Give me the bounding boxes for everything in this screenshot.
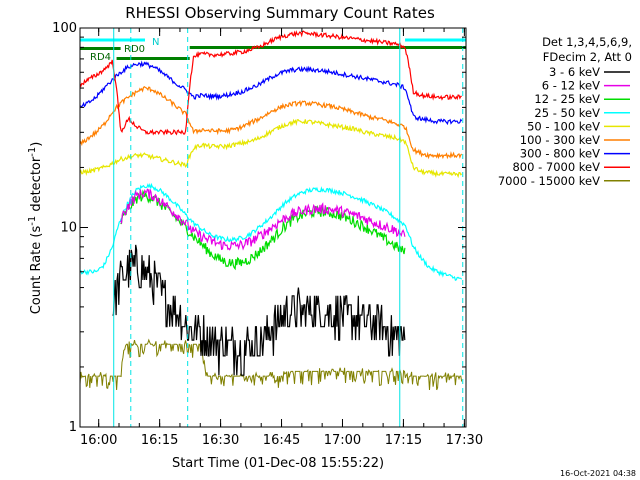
y-axis-label-mid: detector — [29, 156, 44, 216]
series-line-300-800-kev — [79, 60, 463, 126]
legend-label-25-50-kev: 25 - 50 keV — [534, 106, 600, 120]
x-tick-label-17-15: 17:15 — [385, 433, 422, 448]
state-label-rd0: RD0 — [124, 44, 145, 55]
y-axis-label: Count Rate (s-1 detector-1) — [27, 142, 44, 315]
plot-frame — [79, 27, 467, 428]
legend-label-100-300-kev: 100 - 300 keV — [520, 133, 600, 147]
series-line-800-7000-kev — [79, 30, 462, 136]
y-axis-label-end: ) — [29, 142, 44, 147]
x-tick-label-16-30: 16:30 — [202, 433, 239, 448]
y-axis-label-main: Count Rate (s — [29, 226, 44, 315]
attenuator-bars: N RD0 RD4 — [80, 37, 466, 63]
x-tick-label-17-30: 17:30 — [446, 433, 483, 448]
footer-timestamp: 16-Oct-2021 04:38 — [560, 469, 636, 478]
y-tick-label-10: 10 — [60, 221, 77, 236]
x-tick-label-16-15: 16:15 — [141, 433, 178, 448]
series-line-6-12-kev — [120, 188, 406, 251]
axis-ticks: 16:00 16:15 16:30 16:45 17:00 17:15 17:30 1 10 10… — [52, 21, 483, 448]
legend-label-6-12-kev: 6 - 12 keV — [542, 79, 600, 93]
legend-label-300-800-kev: 300 - 800 keV — [520, 147, 600, 161]
state-label-n: N — [152, 37, 159, 48]
series-line-25-50-kev — [79, 182, 463, 282]
legend-header-line-1: Det 1,3,4,5,6,9, — [542, 35, 632, 49]
legend-label-12-25-kev: 12 - 25 keV — [534, 92, 600, 106]
x-axis-label: Start Time (01-Dec-08 15:55:22) — [172, 456, 384, 471]
series-line-100-300-kev — [79, 86, 463, 160]
y-axis-label-sup1: -1 — [27, 216, 38, 226]
series-line-7000-15000-kev — [79, 338, 463, 391]
series-group — [79, 30, 463, 391]
series-line-3-6-kev — [112, 244, 406, 376]
legend-label-7000-15000-kev: 7000 - 15000 keV — [498, 174, 600, 188]
vertical-markers — [113, 28, 464, 427]
x-tick-label-16-00: 16:00 — [80, 433, 117, 448]
legend-label-800-7000-kev: 800 - 7000 keV — [512, 160, 600, 174]
legend-header-line-2: FDecim 2, Att 0 — [543, 50, 632, 64]
legend-label-50-100-kev: 50 - 100 keV — [527, 119, 600, 133]
x-tick-label-16-45: 16:45 — [263, 433, 300, 448]
y-tick-label-1: 1 — [69, 420, 77, 435]
y-axis-label-sup2: -1 — [27, 147, 38, 157]
legend-label-3-6-kev: 3 - 6 keV — [549, 65, 600, 79]
chart-title: RHESSI Observing Summary Count Rates — [125, 4, 435, 22]
x-tick-label-17-00: 17:00 — [324, 433, 361, 448]
state-label-rd4: RD4 — [90, 52, 111, 63]
series-line-50-100-kev — [79, 118, 463, 179]
y-tick-label-100: 100 — [52, 21, 77, 36]
